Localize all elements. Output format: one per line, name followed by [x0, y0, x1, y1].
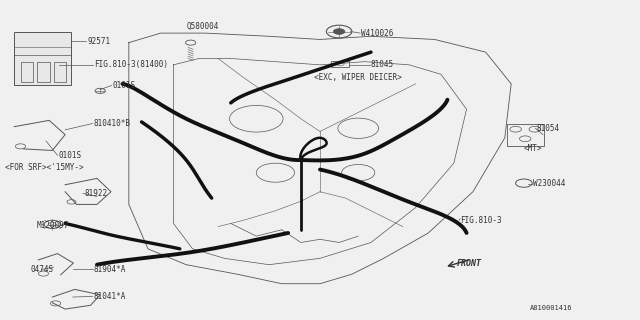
- Text: W410026: W410026: [362, 28, 394, 38]
- Text: 81922: 81922: [84, 189, 108, 198]
- Text: <MT>: <MT>: [524, 144, 543, 153]
- Text: A810001416: A810001416: [531, 305, 573, 310]
- Bar: [507, 124, 543, 146]
- Bar: [54, 62, 67, 82]
- Text: W230044: W230044: [534, 179, 566, 188]
- Text: Q580004: Q580004: [186, 22, 218, 31]
- Text: 92571: 92571: [88, 36, 111, 45]
- Text: FIG.810-3: FIG.810-3: [460, 216, 502, 225]
- Text: FRONT: FRONT: [457, 259, 482, 268]
- Text: 81904*A: 81904*A: [94, 265, 126, 274]
- Bar: [14, 32, 72, 85]
- Text: <EXC, WIPER DEICER>: <EXC, WIPER DEICER>: [314, 73, 401, 82]
- Bar: [37, 62, 50, 82]
- Text: M120097: M120097: [36, 220, 69, 229]
- Circle shape: [333, 29, 345, 34]
- Text: 0474S: 0474S: [30, 265, 53, 274]
- Text: 81045: 81045: [371, 60, 394, 69]
- Bar: [20, 62, 33, 82]
- Text: 810410*B: 810410*B: [94, 119, 131, 128]
- Text: 0101S: 0101S: [113, 81, 136, 90]
- Text: 0101S: 0101S: [59, 151, 82, 160]
- Text: 81041*A: 81041*A: [94, 292, 126, 301]
- Bar: [332, 61, 349, 67]
- Text: FIG.810-3(81400): FIG.810-3(81400): [94, 60, 168, 69]
- Text: 81054: 81054: [537, 124, 560, 133]
- Text: <FOR SRF><'15MY->: <FOR SRF><'15MY->: [4, 164, 83, 172]
